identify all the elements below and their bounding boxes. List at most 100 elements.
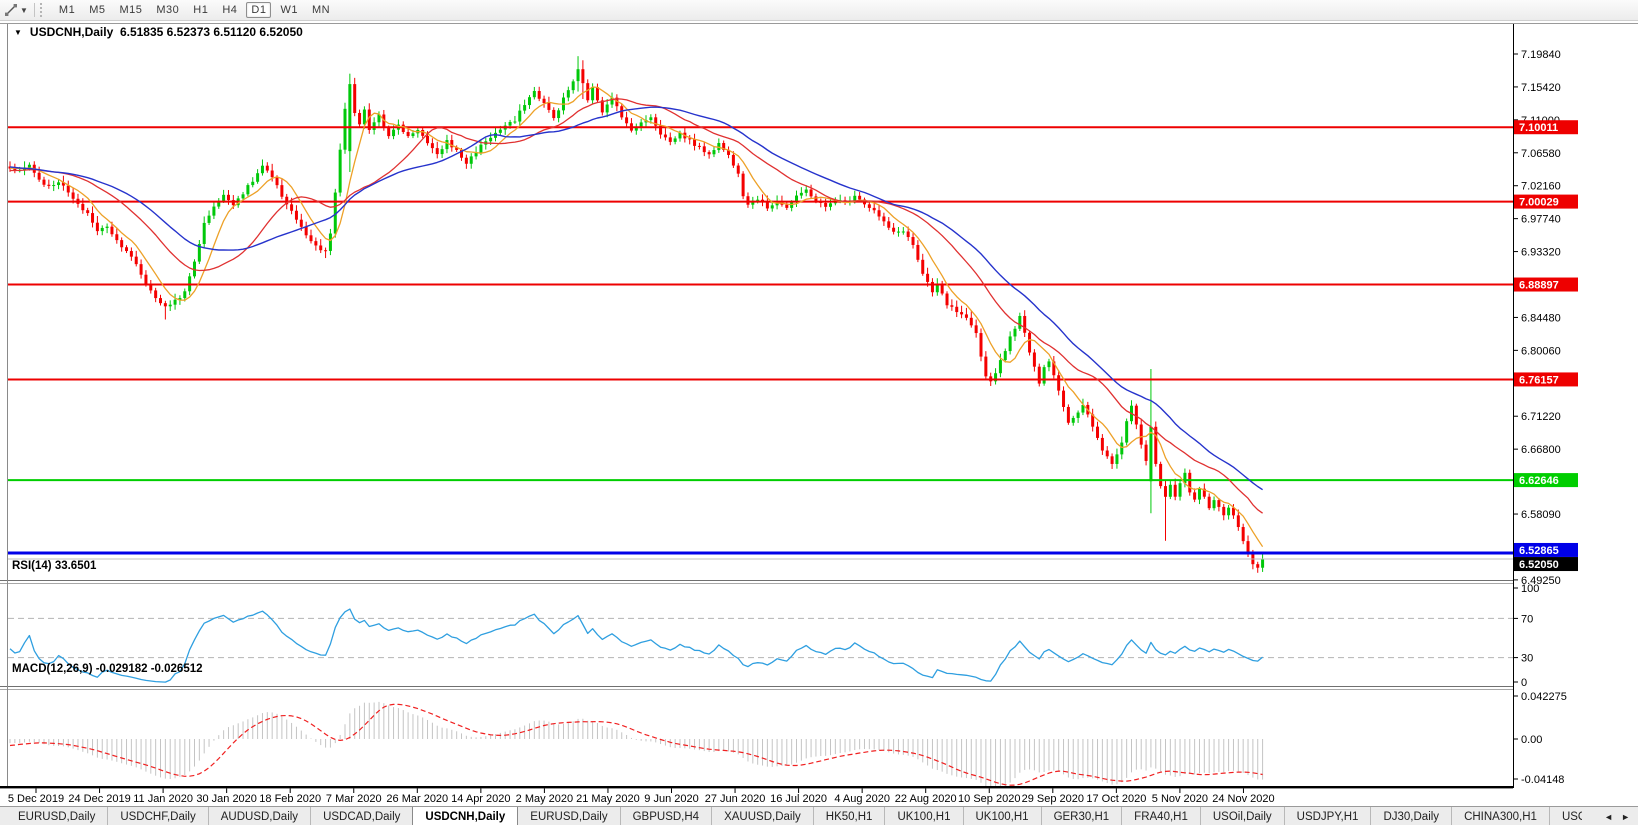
svg-text:18 Feb 2020: 18 Feb 2020 [259, 793, 321, 805]
rsi-indicator-label: RSI(14) 33.6501 [12, 560, 97, 572]
chart-tab-dj30-daily[interactable]: DJ30,Daily [1370, 807, 1451, 825]
svg-text:-0.04148: -0.04148 [1521, 774, 1564, 786]
svg-text:30 Jan 2020: 30 Jan 2020 [196, 793, 257, 805]
timeframe-button-H1[interactable]: H1 [193, 4, 209, 16]
dropdown-caret-icon[interactable]: ▼ [20, 5, 28, 15]
svg-text:7.00029: 7.00029 [1519, 197, 1559, 209]
svg-text:6.97740: 6.97740 [1521, 214, 1561, 226]
timeframe-buttons: M1 M5 M15 M30 H1 H4 D1 W1 MN [52, 2, 337, 18]
svg-text:7.06580: 7.06580 [1521, 148, 1561, 160]
svg-text:0: 0 [1521, 677, 1527, 689]
chart-tab-uk100-h1[interactable]: UK100,H1 [962, 807, 1041, 825]
candles-layer [8, 56, 1265, 573]
chart-tab-eurusd-daily[interactable]: EURUSD,Daily [530, 810, 608, 823]
svg-text:27 Jun 2020: 27 Jun 2020 [705, 793, 766, 805]
date-axis: 5 Dec 2019 24 Dec 2019 11 Jan 2020 30 Jan 2… [8, 788, 1275, 805]
timeframe-toolbar: ▼ M1 M5 M15 M30 H1 H4 D1 W1 MN [0, 0, 1638, 21]
svg-text:30: 30 [1521, 653, 1533, 665]
svg-text:6.62646: 6.62646 [1519, 475, 1559, 487]
chart-tab-bar: EURUSD,Daily USDCHF,Daily AUDUSD,Daily USDC… [0, 806, 1638, 825]
chart-title: ▼ USDCNH,Daily 6.51835 6.52373 6.51120 6.… [14, 25, 303, 39]
svg-text:6.66800: 6.66800 [1521, 444, 1561, 456]
svg-text:7 Mar 2020: 7 Mar 2020 [326, 793, 382, 805]
svg-text:5 Dec 2019: 5 Dec 2019 [8, 793, 64, 805]
svg-text:24 Nov 2020: 24 Nov 2020 [1212, 793, 1274, 805]
svg-text:4 Aug 2020: 4 Aug 2020 [834, 793, 890, 805]
chart-tab-china300-h1[interactable]: CHINA300,H1 [1451, 807, 1549, 825]
chart-tab-gbpusd-h4[interactable]: GBPUSD,H4 [619, 807, 711, 825]
svg-text:6.52050: 6.52050 [1519, 559, 1559, 571]
toolbar-separator [33, 3, 35, 17]
svg-text:0.00: 0.00 [1521, 734, 1542, 746]
svg-text:6.71220: 6.71220 [1521, 411, 1561, 423]
svg-text:16 Jul 2020: 16 Jul 2020 [770, 793, 827, 805]
macd-indicator-label: MACD(12,26,9) -0.029182 -0.026512 [12, 663, 203, 675]
chart-tab-ger30-h1[interactable]: GER30,H1 [1040, 807, 1122, 825]
svg-text:7.15420: 7.15420 [1521, 82, 1561, 94]
svg-text:6.76157: 6.76157 [1519, 374, 1559, 386]
svg-text:21 May 2020: 21 May 2020 [576, 793, 640, 805]
main-price-panel [8, 56, 1513, 573]
chart-tab-usdcad-daily[interactable]: USDCAD,Daily [310, 807, 412, 825]
price-axis: 7.198407.154207.110007.065807.021606.977… [1513, 49, 1578, 587]
panel-borders [0, 20, 1638, 789]
line-studies-icon[interactable] [3, 2, 19, 18]
svg-text:10 Sep 2020: 10 Sep 2020 [958, 793, 1020, 805]
timeframe-button-D1[interactable]: D1 [246, 2, 272, 18]
tab-scroll-right-icon[interactable]: ► [1621, 811, 1630, 822]
chart-title-collapse-icon[interactable]: ▼ [14, 28, 22, 37]
timeframe-button-W1[interactable]: W1 [280, 4, 298, 16]
chart-tab-usoil-h1[interactable]: USOil,H1 [1548, 807, 1582, 825]
timeframe-button-MN[interactable]: MN [311, 4, 331, 16]
chart-symbol-label: USDCNH,Daily [29, 25, 114, 39]
chart-tab-usoil-daily[interactable]: USOil,Daily [1199, 807, 1284, 825]
svg-text:6.93320: 6.93320 [1521, 247, 1561, 259]
timeframe-button-M5[interactable]: M5 [89, 4, 106, 16]
svg-text:6.80060: 6.80060 [1521, 345, 1561, 357]
svg-text:7.02160: 7.02160 [1521, 181, 1561, 193]
chart-tab-audusd-daily[interactable]: AUDUSD,Daily [207, 807, 310, 825]
timeframe-button-M15[interactable]: M15 [119, 4, 143, 16]
svg-text:6.49250: 6.49250 [1521, 575, 1561, 587]
svg-text:0.042275: 0.042275 [1521, 691, 1567, 703]
svg-text:70: 70 [1521, 613, 1533, 625]
svg-text:6.52865: 6.52865 [1519, 545, 1559, 557]
svg-text:7.19840: 7.19840 [1521, 49, 1561, 61]
tab-scroll-arrows: ◄ ► [1604, 807, 1630, 825]
chart-tab-usdjpy-h1[interactable]: USDJPY,H1 [1283, 807, 1371, 825]
rsi-panel [8, 608, 1513, 683]
svg-text:17 Oct 2020: 17 Oct 2020 [1086, 793, 1146, 805]
svg-text:100: 100 [1521, 583, 1539, 595]
chart-tab-usdcnh-daily[interactable]: USDCNH,Daily [412, 807, 519, 825]
chart-tab-xauusd-daily[interactable]: XAUUSD,Daily [711, 807, 813, 825]
rsi-axis: 100 70 30 0 [1513, 583, 1539, 689]
chart-tab-uk100-h1[interactable]: UK100,H1 [884, 807, 962, 825]
chart-tab-usdchf-daily[interactable]: USDCHF,Daily [107, 807, 207, 825]
timeframe-button-H4[interactable]: H4 [222, 4, 238, 16]
macd-panel [9, 701, 1264, 786]
svg-text:6.58090: 6.58090 [1521, 509, 1561, 521]
svg-text:6.88897: 6.88897 [1519, 280, 1559, 292]
svg-text:14 Apr 2020: 14 Apr 2020 [451, 793, 510, 805]
chart-tab-hk50-h1[interactable]: HK50,H1 [812, 807, 885, 825]
timeframe-button-M1[interactable]: M1 [58, 4, 76, 16]
svg-text:7.10011: 7.10011 [1519, 122, 1558, 134]
svg-text:6.84480: 6.84480 [1521, 312, 1561, 324]
svg-text:24 Dec 2019: 24 Dec 2019 [68, 793, 130, 805]
svg-text:26 Mar 2020: 26 Mar 2020 [386, 793, 448, 805]
chart-tab-eurusd-daily[interactable]: EURUSD,Daily [18, 810, 96, 823]
chart-tab-fra40-h1[interactable]: FRA40,H1 [1121, 807, 1200, 825]
svg-text:29 Sep 2020: 29 Sep 2020 [1022, 793, 1084, 805]
svg-text:2 May 2020: 2 May 2020 [516, 793, 573, 805]
svg-text:11 Jan 2020: 11 Jan 2020 [133, 793, 193, 805]
svg-text:9 Jun 2020: 9 Jun 2020 [644, 793, 698, 805]
toolbar-grip[interactable] [39, 3, 46, 17]
timeframe-button-M30[interactable]: M30 [156, 4, 180, 16]
macd-axis: 0.042275 0.00 -0.04148 [1513, 691, 1567, 786]
tab-scroll-left-icon[interactable]: ◄ [1604, 811, 1614, 822]
svg-text:22 Aug 2020: 22 Aug 2020 [895, 793, 957, 805]
chart-ohlc-quotes: 6.51835 6.52373 6.51120 6.52050 [119, 25, 303, 39]
svg-text:5 Nov 2020: 5 Nov 2020 [1152, 793, 1208, 805]
